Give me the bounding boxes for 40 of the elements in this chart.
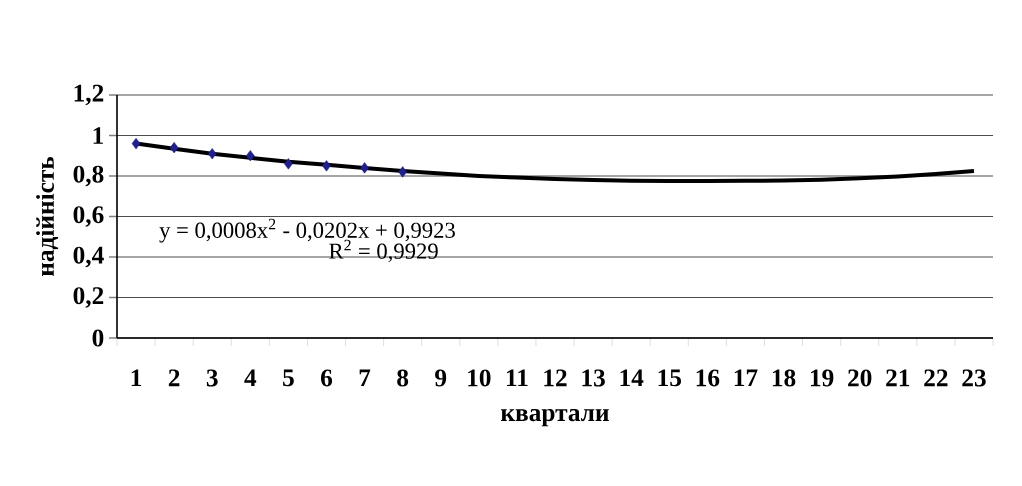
x-axis-title: квартали <box>500 408 609 427</box>
x-tick-label: 21 <box>886 369 910 387</box>
x-tick-label: 12 <box>544 369 567 387</box>
y-tick-label: 0,6 <box>73 206 104 227</box>
y-tick-label: 0,8 <box>73 165 104 187</box>
point <box>131 138 141 150</box>
x-tick-label: 6 <box>321 369 333 387</box>
y-axis-title: надійність <box>36 156 59 277</box>
x-tick-label: 18 <box>772 369 796 387</box>
point <box>207 148 217 160</box>
x-tick-label: 7 <box>359 369 371 386</box>
point <box>246 150 255 162</box>
point <box>398 166 407 178</box>
x-tick-label: 22 <box>924 369 948 387</box>
y-tick-label: 0 <box>92 329 104 347</box>
x-tick-label: 19 <box>810 369 834 387</box>
point <box>322 160 331 172</box>
x-tick-label: 4 <box>244 369 257 387</box>
y-tick-label: 1,2 <box>74 84 104 106</box>
x-tick-label: 20 <box>848 369 872 387</box>
x-tick-label: 1 <box>131 369 142 387</box>
x-tick-label: 8 <box>397 369 409 387</box>
x-tick-label: 3 <box>206 369 218 387</box>
x-tick-label: 10 <box>468 369 491 387</box>
point <box>169 142 179 154</box>
x-tick-label: 5 <box>283 369 294 387</box>
x-tick-label: 23 <box>962 369 986 387</box>
y-tick-label: 0,2 <box>73 287 104 308</box>
x-tick-label: 16 <box>696 369 720 387</box>
x-tick-label: 2 <box>168 369 180 387</box>
y-tick-label: 0,4 <box>73 246 104 268</box>
x-tick-label: 11 <box>506 369 528 387</box>
x-tick-label: 9 <box>435 369 447 387</box>
x-tick-label: 14 <box>620 369 644 387</box>
x-tick-label: 15 <box>658 369 681 387</box>
point <box>284 158 293 170</box>
point <box>360 162 369 174</box>
x-tick-label: 17 <box>734 369 758 387</box>
x-tick-label: 13 <box>582 369 605 387</box>
y-tick-label: 1 <box>93 127 103 144</box>
